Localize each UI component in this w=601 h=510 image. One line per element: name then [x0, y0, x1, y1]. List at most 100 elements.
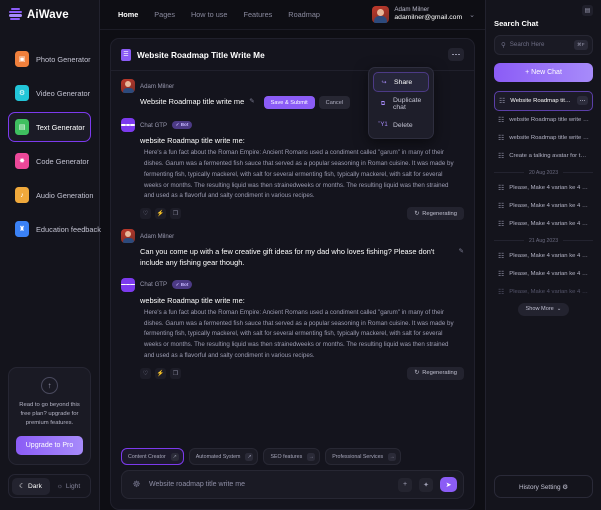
brand: AiWave	[0, 0, 99, 30]
author-name: Chat GTP	[140, 121, 168, 129]
sidebar-item-education-feedback[interactable]: ♜ Education feedback	[8, 214, 101, 244]
chevron-down-icon[interactable]: ⌄	[469, 11, 475, 19]
history-setting-button[interactable]: History Setting ⚙	[494, 475, 593, 498]
document-icon: ☷	[498, 289, 505, 297]
edit-icon[interactable]: ✎	[458, 248, 464, 256]
enhance-button[interactable]: ✦	[419, 477, 433, 492]
document-icon: ☷	[498, 203, 505, 211]
chat-history-label: website Roadmap title write me	[509, 117, 589, 124]
like-icon[interactable]: ♡	[140, 367, 151, 379]
bot-badge: ✓ Bot	[172, 120, 192, 130]
chat-history-item[interactable]: ☷ website Roadmap title write me	[494, 112, 593, 129]
nav-link-home[interactable]: Home	[118, 10, 139, 19]
attach-button[interactable]: +	[398, 477, 412, 492]
nav-link-how-to-use[interactable]: How to use	[190, 10, 228, 19]
chip-automated-system[interactable]: Automated System ↗	[188, 448, 259, 465]
new-chat-button[interactable]: + New Chat	[494, 62, 593, 82]
sidebar-item-photo-generator[interactable]: ▣ Photo Generator	[8, 44, 91, 74]
nav-link-pages[interactable]: Pages	[154, 10, 175, 19]
history-setting-label: History Setting	[518, 483, 561, 491]
dislike-icon[interactable]: ⚡	[155, 208, 166, 220]
user-profile-menu[interactable]: Adam Milner adamilner@gmail.com ⌄	[372, 6, 475, 23]
show-more-button[interactable]: Show More ⌄	[517, 302, 570, 316]
chat-history-item[interactable]: ☷ Please, Make 4 varian ke 4 varian	[494, 266, 593, 283]
top-navigation-bar: Home Pages How to use Features Roadmap Adam …	[100, 0, 485, 30]
theme-light-button[interactable]: ☼ Light	[50, 478, 88, 495]
document-icon: ☷	[498, 271, 505, 279]
dropdown-item-delete[interactable]: Ὕ1 Delete	[373, 116, 429, 134]
nav-link-roadmap[interactable]: Roadmap	[288, 10, 320, 19]
chip-professional-services[interactable]: Professional Services →	[325, 448, 402, 465]
regenerate-button[interactable]: ↻ Regenerating	[407, 207, 464, 221]
sidebar-item-text-generator[interactable]: ▤ Text Generator →	[8, 112, 91, 142]
gear-icon: ⚙	[562, 483, 569, 491]
chat-history-label: Please, Make 4 varian ke 4 varian	[509, 289, 589, 296]
chat-item-options-button[interactable]	[577, 96, 588, 106]
dropdown-item-label: Duplicate chat	[393, 97, 422, 111]
message-actions: ♡ ⚡ ❐ ↻ Regenerating	[121, 207, 464, 221]
document-icon: ☷	[498, 117, 505, 125]
dropdown-item-duplicate-chat[interactable]: ⧉ Duplicate chat	[373, 92, 429, 116]
search-icon: ⚲	[501, 41, 506, 49]
chat-options-button[interactable]	[448, 48, 464, 61]
chat-history-item[interactable]: ☷ Please, Make 4 varian ke 4 varian	[494, 216, 593, 233]
chat-title: Website Roadmap Title Write Me	[137, 49, 265, 60]
nav-link-features[interactable]: Features	[243, 10, 273, 19]
moon-icon: ☾	[19, 483, 25, 490]
dropdown-item-share[interactable]: ↪ Share	[373, 72, 429, 92]
bot-avatar-icon	[121, 118, 136, 132]
message-row: Can you come up with a few creative gift…	[121, 246, 464, 268]
like-icon[interactable]: ♡	[140, 208, 151, 220]
chat-options-dropdown: ↪ Share ⧉ Duplicate chat Ὕ1 Delete	[368, 67, 434, 139]
chat-history-item[interactable]: ☷ Please, Make 4 varian ke 4 varian	[494, 198, 593, 215]
message-composer[interactable]: ☸ Website roadmap title write me + ✦ ➤	[121, 470, 464, 499]
search-chat-title: Search Chat	[494, 19, 539, 28]
audio-icon: ♪	[15, 187, 29, 203]
message-input[interactable]: Website roadmap title write me	[149, 481, 245, 488]
sidebar-item-code-generator[interactable]: ✸ Code Generator	[8, 146, 91, 176]
chat-history-item[interactable]: ☷ Please, Make 4 varian ke 4 varian	[494, 284, 593, 301]
message-author: Adam Milner	[121, 229, 464, 244]
main-content: Home Pages How to use Features Roadmap Adam …	[100, 0, 485, 510]
chat-history-item[interactable]: ☷ Create a talking avatar for this scrip	[494, 148, 593, 165]
message-row: website Roadmap title write me:	[121, 135, 464, 146]
collapse-panel-icon[interactable]: ▤	[582, 5, 593, 16]
video-icon: ⚙	[15, 85, 29, 101]
chat-history-label: Please, Make 4 varian ke 4 varian	[509, 271, 589, 278]
chat-history-item[interactable]: ☷ Please, Make 4 varian ke 4 varian	[494, 180, 593, 197]
chip-content-creator[interactable]: Content Creator ↗	[121, 448, 184, 465]
search-chat-box[interactable]: ⚲ Search Here ⌘F	[494, 35, 593, 55]
send-button[interactable]: ➤	[440, 477, 457, 492]
document-icon: ☷	[498, 185, 505, 193]
save-submit-button[interactable]: Save & Submit	[263, 96, 315, 109]
message-bot: Chat GTP ✓ Bot website Roadmap title write…	[121, 277, 464, 380]
chat-history-item[interactable]: ☷ Please, Make 4 varian ke 4 varian	[494, 248, 593, 265]
search-shortcut-badge: ⌘F	[573, 40, 588, 50]
chip-label: SEO features	[270, 453, 303, 460]
chip-seo-features[interactable]: SEO features →	[263, 448, 321, 465]
date-separator: 20 Aug 2023	[494, 170, 593, 176]
regenerate-button[interactable]: ↻ Regenerating	[407, 366, 464, 380]
code-icon: ✸	[15, 153, 29, 169]
sidebar-nav: ▣ Photo Generator ⚙ Video Generator ▤ Text Ge…	[0, 30, 101, 367]
edit-icon[interactable]: ✎	[249, 98, 255, 105]
sidebar-item-audio-generation[interactable]: ♪ Audio Generation	[8, 180, 94, 210]
chat-card: ☰ Website Roadmap Title Write Me ↪ Share ⧉…	[110, 38, 475, 510]
sidebar-item-video-generator[interactable]: ⚙ Video Generator	[8, 78, 91, 108]
theme-dark-button[interactable]: ☾ Dark	[11, 477, 50, 495]
date-separator: 21 Aug 2023	[494, 238, 593, 244]
cancel-button[interactable]: Cancel	[318, 96, 351, 109]
dislike-icon[interactable]: ⚡	[155, 367, 166, 379]
user-email: adamilner@gmail.com	[394, 14, 463, 22]
copy-icon[interactable]: ❐	[170, 367, 181, 379]
photo-icon: ▣	[15, 51, 29, 67]
search-input[interactable]: Search Here	[509, 41, 545, 49]
arrow-icon: ↗	[245, 452, 254, 461]
chat-history-item[interactable]: ☷ website Roadmap title write me	[494, 130, 593, 147]
sidebar-item-label: Text Generator	[36, 122, 85, 132]
user-name: Adam Milner	[394, 6, 430, 14]
copy-icon[interactable]: ❐	[170, 208, 181, 220]
upgrade-to-pro-button[interactable]: Upgrade to Pro	[16, 436, 83, 455]
chat-history-item[interactable]: ☷ Website Roadmap title write me	[494, 90, 593, 111]
education-icon: ♜	[15, 221, 29, 237]
